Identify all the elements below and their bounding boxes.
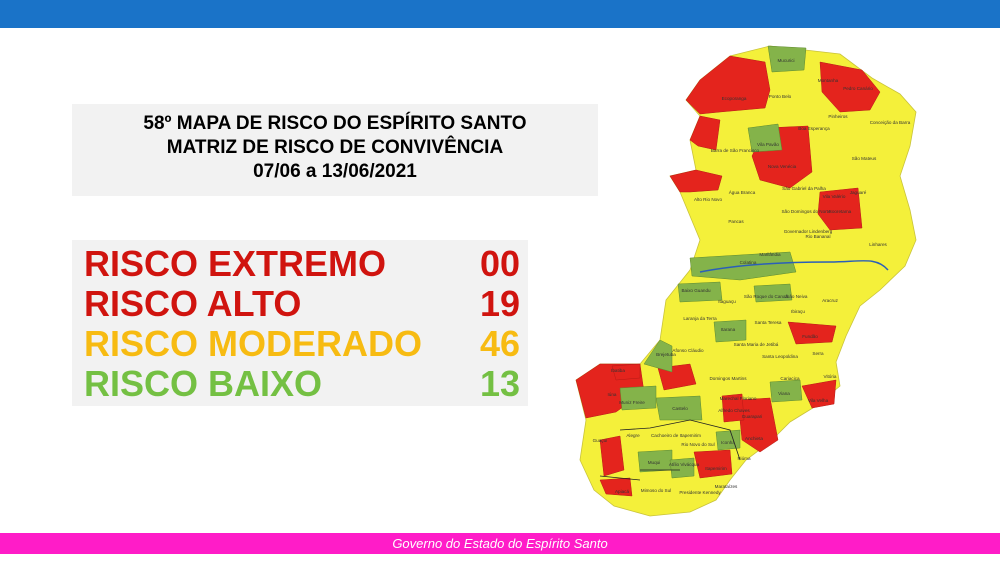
municipality-label: Colatina (740, 260, 757, 265)
municipality-label: Pedro Canário (843, 86, 873, 91)
title-line: 07/06 a 13/06/2021 (253, 161, 417, 182)
title-line: 58º MAPA DE RISCO DO ESPÍRITO SANTO (143, 113, 527, 134)
municipality-label: Itaguaçu (718, 299, 736, 304)
risk-label: RISCO EXTREMO (84, 243, 387, 284)
municipality-label: Ponto Belo (769, 94, 792, 99)
state-shape (575, 45, 917, 517)
municipality-label: Atílio Vivácqua (669, 462, 700, 467)
municipality-label: Água Branca (729, 189, 756, 195)
municipality-label: Governador Lindenberg (784, 229, 833, 234)
municipality-label: Vila Pavão (757, 142, 779, 147)
title-line: MATRIZ DE RISCO DE CONVIVÊNCIA (166, 137, 504, 158)
region-border (599, 419, 741, 481)
municipality-label: Alegre (626, 433, 640, 438)
municipality-label: Afonso Cláudio (672, 348, 704, 353)
top-bar (0, 0, 1000, 28)
municipality-label: Alfredo Chaves (718, 408, 750, 413)
municipality-label: Baixo Guandu (681, 288, 711, 293)
municipality-label: Serra (812, 351, 824, 356)
municipality-label: Piúma (737, 456, 750, 461)
municipality-label: Barra de São Francisco (711, 148, 760, 153)
map-labels: Mucurici Montanha Ecoporanga Ponto Belo Pedr… (593, 58, 911, 495)
risk-label: RISCO BAIXO (84, 363, 323, 404)
municipality-label: Laranja da Terra (683, 316, 717, 321)
municipality-label: Rio Bananal (805, 234, 830, 239)
risk-row: RISCO BAIXO 13 (84, 364, 520, 404)
municipality-label: Ibatiba (611, 368, 625, 373)
municipality-label: Domingos Martins (709, 376, 747, 381)
municipality-label: Cachoeiro de Itapemirim (651, 433, 701, 438)
municipality-label: Viana (778, 391, 790, 396)
municipality-label: Sooretama (829, 209, 852, 214)
municipality-label: Apiacá (615, 489, 629, 494)
municipality-label: Ibiraçu (791, 309, 805, 314)
municipality-label: Rio Novo do Sul (681, 442, 714, 447)
municipality-label: Vila Velha (808, 398, 829, 403)
risk-label: RISCO MODERADO (84, 323, 423, 364)
municipality-label: Itarana (721, 327, 736, 332)
risk-map: Mucurici Montanha Ecoporanga Ponto Belo Pedr… (575, 45, 917, 517)
municipality-label: Ecoporanga (722, 96, 747, 101)
municipality-label: Muniz Freire (619, 400, 645, 405)
title-box: 58º MAPA DE RISCO DO ESPÍRITO SANTO MATR… (72, 104, 598, 196)
municipality-label: Guarapari (742, 414, 762, 419)
municipality-label: Boa Esperança (798, 126, 830, 131)
risk-count: 46 (479, 323, 520, 364)
risk-row: RISCO EXTREMO 00 (84, 244, 520, 284)
municipality-label: Brejetuba (656, 352, 676, 357)
municipality-label: Nova Venécia (768, 164, 797, 169)
risk-box: RISCO EXTREMO 00 RISCO ALTO 19 RISCO MODERAD… (72, 240, 528, 406)
municipality-label: Presidente Kennedy (679, 490, 721, 495)
municipality-label: Conceição da Barra (870, 120, 911, 125)
river (699, 259, 889, 273)
municipality-label: Marataízes (715, 484, 738, 489)
municipality-label: Itapemirim (705, 466, 727, 471)
municipality-label: Marechal Floriano (720, 396, 757, 401)
municipality-label: Vila Valério (823, 194, 846, 199)
municipality-label: Fundão (802, 334, 818, 339)
municipality-label: São Roque do Canaã (744, 294, 789, 299)
municipality-label: São Mateus (852, 156, 877, 161)
municipality-label: São Domingos do Norte (781, 209, 830, 214)
municipality-label: Pancas (728, 219, 744, 224)
municipality-label: Jaguaré (850, 190, 867, 195)
municipality-label: João Neiva (785, 294, 808, 299)
municipality-label: São Gabriel da Palha (782, 186, 826, 191)
municipality-label: Cariacica (780, 376, 800, 381)
municipality-label: Mimoso do Sul (641, 488, 671, 493)
municipality-label: Castelo (672, 406, 688, 411)
municipality-label: Iúna (608, 392, 617, 397)
risk-count: 19 (479, 283, 520, 324)
risk-row: RISCO MODERADO 46 (84, 324, 520, 364)
municipality-label: Guaçuí (593, 438, 609, 443)
municipality-label: Vitória (824, 374, 837, 379)
municipality-label: Muqui (648, 460, 661, 465)
municipality-label: Santa Maria de Jetibá (734, 342, 779, 347)
municipality-label: Santa Leopoldina (762, 354, 798, 359)
municipality-label: Linhares (869, 242, 887, 247)
municipality-label: Montanha (818, 78, 839, 83)
risk-count: 00 (479, 243, 520, 284)
municipality-label: Alto Rio Novo (694, 197, 723, 202)
municipality-label: Mucurici (777, 58, 794, 63)
municipality-label: Anchieta (745, 436, 763, 441)
municipality-label: Marilândia (759, 252, 781, 257)
municipality-label: Santa Teresa (755, 320, 782, 325)
risk-row: RISCO ALTO 19 (84, 284, 520, 324)
risk-count: 13 (479, 363, 520, 404)
municipality-label: Iconha (721, 440, 735, 445)
municipality-label: Pinheiros (828, 114, 848, 119)
municipality-label: Aracruz (822, 298, 839, 303)
risk-label: RISCO ALTO (84, 283, 302, 324)
footer: Governo do Estado do Espírito Santo (0, 533, 1000, 554)
